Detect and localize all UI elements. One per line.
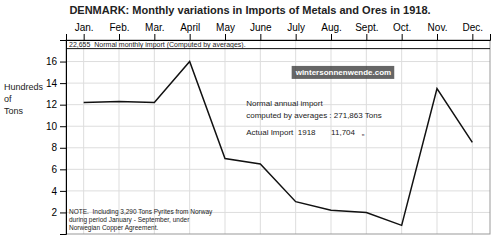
note: Norwegian Copper Agreement. [69,224,158,232]
grid [66,40,490,234]
grid-line-x [189,40,190,234]
x-tick: Oct. [393,22,411,40]
x-tick-mark [84,34,85,40]
grid-line-y [66,83,490,84]
x-tick: June [250,22,272,40]
x-tick: Jan. [75,22,94,40]
y-tick: 12 [46,99,66,110]
y-tick: 2 [51,207,66,218]
grid-line-x [154,40,155,234]
annotation: Normal annual import [246,99,323,108]
x-tick-mark [437,34,438,40]
y-tick-label: 6 [51,164,57,175]
x-tick-mark [366,34,367,40]
plot-frame [66,40,490,234]
y-axis-label: of [4,94,12,104]
reference-line [66,48,490,49]
x-tick: Feb. [109,22,129,40]
y-tick-label: 10 [46,121,58,132]
y-axis: 2 4 6 8 10 12 14 16 [46,41,67,235]
data-line [84,62,473,226]
watermark: wintersonnenwende.com [295,68,392,77]
x-tick: April [180,22,200,40]
y-tick-label: 8 [51,142,57,153]
x-tick-label: Jan. [75,22,94,33]
grid-line-x [472,40,473,234]
grid-line-y [66,169,490,170]
x-tick-mark [260,34,261,40]
y-tick: 4 [51,186,66,197]
note: NOTE. Including 3,290 Tons Pyrites from … [69,208,213,216]
x-tick-label: Aug. [321,22,342,33]
y-tick-mark [60,148,66,149]
x-tick-label: April [180,22,200,33]
y-tick-label: 16 [46,56,58,67]
x-tick-label: June [250,22,272,33]
x-tick-label: Mar. [145,22,164,33]
y-tick-label: 4 [51,186,57,197]
y-tick: 10 [46,121,66,132]
grid-line-x [401,40,402,234]
y-tick-mark [60,105,66,106]
y-tick-mark [60,62,66,63]
y-tick-label: 14 [46,78,58,89]
y-axis-label: Tons [4,106,24,116]
plot: Jan. Feb. Mar. April May June July Aug. Sept. Oct… [46,22,491,235]
y-axis-label: Hundreds [4,82,44,92]
x-tick-label: Oct. [393,22,411,33]
y-tick: 16 [46,56,66,67]
y-tick-mark [60,191,66,192]
annotation: Actual Import 1918 11,704 „ [246,128,364,137]
watermark-box [292,66,395,79]
x-tick: Sept. [355,22,378,40]
marks [66,49,490,226]
watermark-group: wintersonnenwende.com [292,66,395,79]
y-tick-label: 2 [51,207,57,218]
x-tick-mark [225,34,226,40]
x-tick-label: May [216,22,235,33]
x-tick: Mar. [145,22,164,40]
grid-line-x [83,40,84,234]
chart: DENMARK: Monthly variations in Imports o… [0,0,500,242]
annotations: 22,655 Normal monthly import (Computed b… [69,41,394,232]
grid-line-y [66,147,490,148]
grid-line-x [119,40,120,234]
x-tick-label: July [287,22,305,33]
title: DENMARK: Monthly variations in Imports o… [69,4,430,16]
y-tick-mark [60,169,66,170]
x-tick-label: Sept. [355,22,378,33]
x-tick: May [216,22,235,40]
grid-line-y [66,61,490,62]
x-axis-line [67,34,491,41]
grid-line-y [66,190,490,191]
grid-line-x [437,40,438,234]
x-tick: July [287,22,305,40]
x-axis: Jan. Feb. Mar. April May June July Aug. Sept. Oct… [67,22,491,41]
y-tick: 6 [51,164,66,175]
y-tick-mark [60,212,66,213]
x-tick-mark [154,34,155,40]
x-tick-mark [190,34,191,40]
x-tick-label: Dec. [463,22,484,33]
x-tick: Nov. [428,22,448,40]
x-tick-mark [472,34,473,40]
x-tick: Aug. [321,22,342,40]
y-tick-label: 12 [46,99,58,110]
note: during period January - September, under [69,216,190,224]
x-tick: Dec. [463,22,484,40]
x-tick-mark [296,34,297,40]
grid-line-x [225,40,226,234]
x-tick-mark [119,34,120,40]
y-tick-mark [60,83,66,84]
y-tick: 8 [51,142,66,153]
x-tick-mark [331,34,332,40]
annotation: computed by averages : 271,863 Tons [246,111,382,120]
x-tick-label: Feb. [109,22,129,33]
x-tick-label: Nov. [428,22,448,33]
y-tick: 14 [46,78,66,89]
x-tick-mark [402,34,403,40]
reference-label: 22,655 Normal monthly import (Computed b… [69,41,246,49]
y-axis-line [60,41,67,235]
y-tick-mark [60,126,66,127]
